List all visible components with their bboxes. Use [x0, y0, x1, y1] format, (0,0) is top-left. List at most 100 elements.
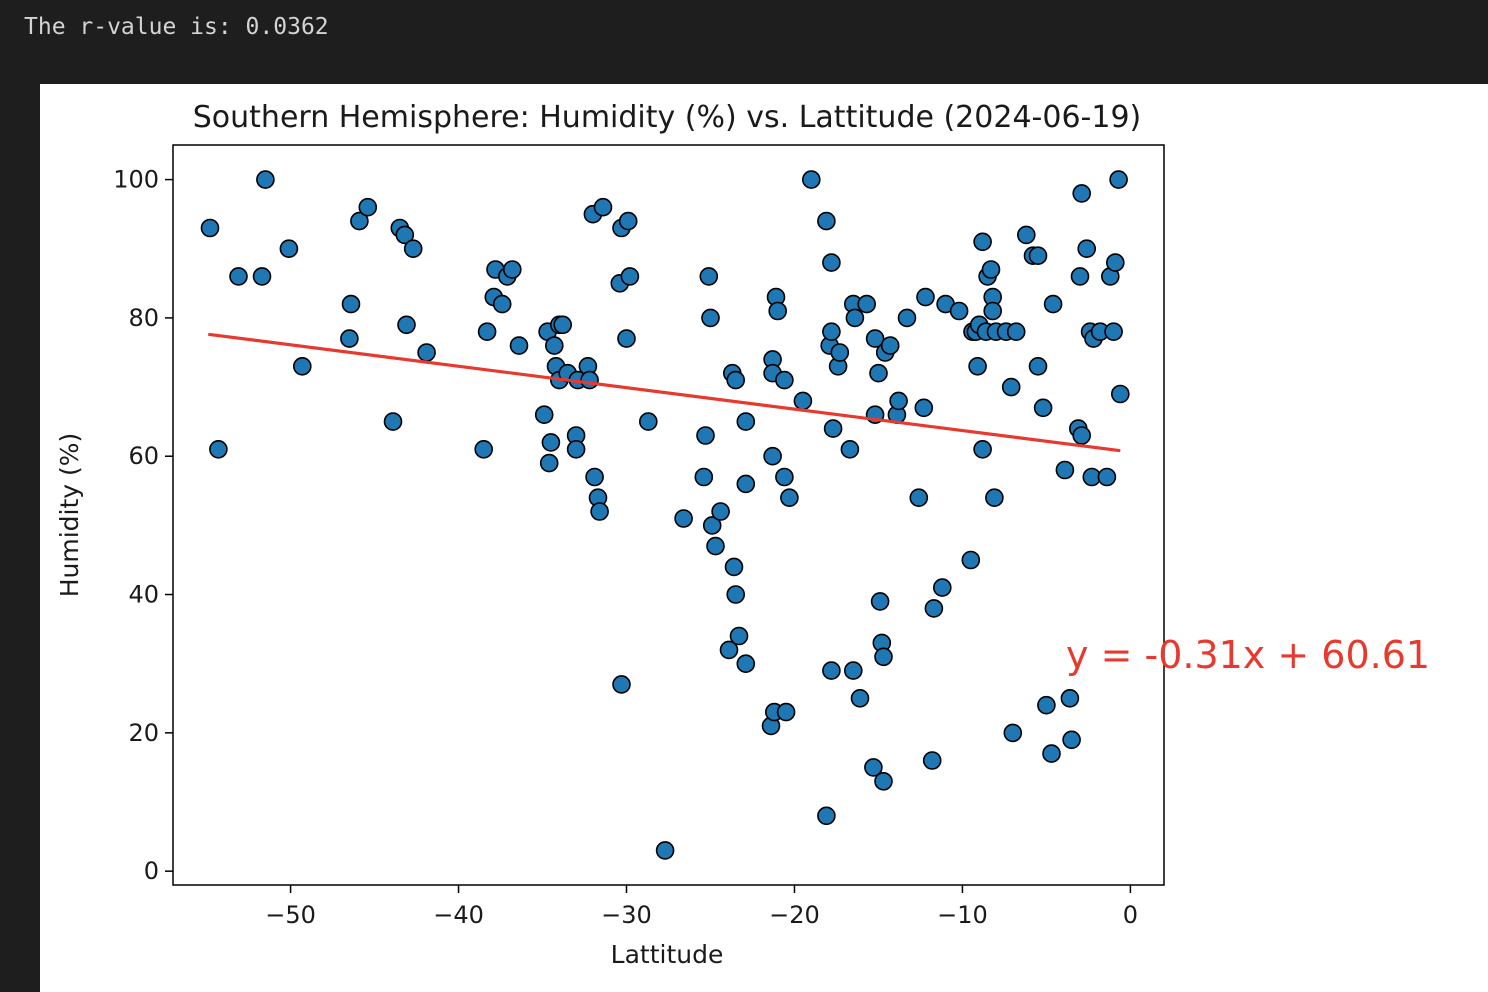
data-point — [699, 267, 719, 286]
data-point — [1037, 695, 1056, 715]
data-point — [719, 640, 739, 660]
data-point — [620, 267, 640, 286]
data-point — [817, 211, 836, 231]
data-point — [474, 439, 494, 459]
data-point — [1042, 744, 1061, 763]
chart-title: Southern Hemisphere: Humidity (%) vs. La… — [193, 100, 1142, 135]
data-point — [638, 412, 658, 431]
data-point — [889, 391, 908, 411]
data-point — [397, 315, 416, 335]
data-point — [1043, 294, 1063, 314]
data-point — [403, 239, 423, 258]
data-point — [200, 218, 220, 238]
x-tick-label: −50 — [265, 901, 316, 929]
data-point — [830, 343, 850, 362]
data-point — [869, 363, 888, 383]
data-point — [763, 446, 782, 466]
data-point — [541, 433, 561, 452]
data-point — [780, 488, 799, 508]
data-point — [1077, 239, 1096, 258]
x-tick-label: −10 — [937, 901, 988, 929]
data-point — [914, 398, 934, 418]
data-point — [1003, 723, 1023, 743]
data-point — [477, 322, 497, 341]
data-point — [585, 467, 604, 487]
data-point — [1033, 398, 1053, 418]
data-point — [1001, 377, 1021, 397]
data-point — [845, 308, 865, 328]
data-point — [897, 308, 917, 328]
data-point — [566, 439, 586, 459]
data-point — [696, 426, 715, 445]
x-tick-label: −30 — [601, 901, 652, 929]
data-point — [840, 439, 860, 459]
data-point — [1006, 322, 1026, 341]
y-tick-label: 40 — [128, 581, 159, 609]
data-point — [973, 232, 992, 252]
data-point — [775, 467, 794, 487]
x-tick-label: −40 — [433, 901, 484, 929]
data-point — [736, 412, 756, 431]
data-point — [736, 654, 756, 674]
data-point — [534, 405, 554, 425]
data-point — [618, 211, 638, 231]
data-point — [850, 688, 870, 708]
data-point — [1072, 426, 1091, 445]
data-point — [383, 412, 403, 431]
data-point — [509, 336, 529, 355]
data-point — [1111, 384, 1130, 404]
data-point — [358, 197, 378, 217]
data-point — [922, 751, 942, 770]
data-point — [1028, 356, 1048, 376]
data-point — [502, 260, 522, 279]
data-point — [736, 474, 756, 494]
data-point — [924, 599, 944, 618]
data-point — [539, 453, 559, 473]
data-point — [909, 488, 929, 508]
data-points — [200, 170, 1130, 860]
y-tick-label: 20 — [128, 719, 159, 747]
data-point — [768, 301, 788, 321]
data-point — [701, 308, 720, 328]
y-axis-label: Humidity (%) — [55, 433, 84, 598]
data-point — [340, 329, 359, 348]
data-point — [341, 294, 361, 314]
data-point — [706, 536, 725, 556]
y-axis-ticks: 0 20 40 60 80 100 — [113, 166, 173, 885]
data-point — [553, 315, 573, 335]
data-point — [865, 329, 885, 348]
data-point — [801, 170, 821, 189]
y-tick-label: 0 — [144, 857, 159, 885]
data-point — [776, 702, 796, 722]
data-point — [612, 675, 631, 694]
data-point — [544, 336, 564, 355]
data-point — [655, 841, 675, 860]
data-point — [880, 336, 900, 355]
data-point — [729, 626, 749, 646]
data-point — [726, 370, 746, 390]
x-axis-label: Lattitude — [611, 940, 724, 969]
data-point — [864, 758, 883, 777]
data-point — [1072, 184, 1091, 203]
y-tick-label: 60 — [128, 442, 159, 470]
data-point — [857, 294, 877, 314]
data-point — [209, 439, 228, 459]
data-point — [822, 253, 841, 272]
data-point — [874, 771, 893, 791]
data-point — [1104, 322, 1123, 341]
data-point — [726, 585, 746, 604]
data-point — [256, 170, 275, 189]
data-point — [985, 488, 1004, 508]
data-point — [1028, 246, 1048, 265]
data-point — [968, 356, 987, 376]
data-point — [932, 578, 952, 597]
data-point — [981, 260, 1001, 279]
plot-area-frame — [172, 144, 1165, 886]
data-point — [870, 592, 890, 611]
cell-output-text: The r-value is: 0.0362 — [24, 14, 329, 40]
regression-layer — [208, 332, 1121, 453]
y-tick-label: 100 — [113, 166, 159, 194]
data-point — [593, 197, 613, 217]
data-point — [674, 509, 693, 528]
data-point — [793, 391, 813, 411]
